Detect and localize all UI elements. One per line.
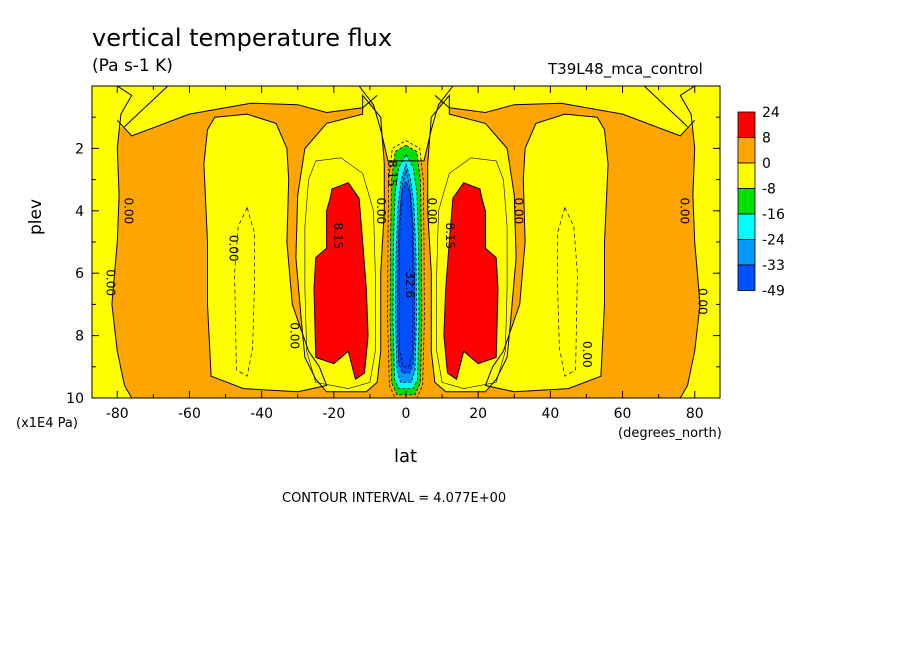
contour-mid-east — [436, 157, 508, 389]
x-tick-label: -60 — [178, 406, 201, 422]
y-tick-label: 2 — [75, 141, 84, 157]
x-axis-label: lat — [394, 446, 418, 467]
fill-neutral-west-0 — [92, 86, 132, 398]
y-tick-label: 6 — [75, 266, 84, 282]
colorbar-swatch — [737, 137, 756, 164]
fill-negative-core-3 — [397, 182, 415, 373]
y-tick-label: 8 — [75, 329, 84, 345]
contour-label: 0.00 — [580, 341, 594, 368]
y-tick-label: 10 — [66, 391, 84, 407]
contour-mid-west — [304, 157, 376, 389]
contour-min-east — [557, 206, 578, 377]
colorbar-swatch — [737, 162, 756, 189]
fill-neutral-west-3 — [203, 114, 327, 392]
contour-label: 8.15 — [443, 222, 457, 249]
contour-max-west — [313, 182, 369, 381]
colorbar-swatch — [737, 264, 756, 291]
colorbar-label: -49 — [762, 284, 785, 300]
contour-label: 8.15 — [331, 222, 345, 249]
colorbar-label: -33 — [762, 258, 785, 274]
contour-zero-top-west — [124, 85, 169, 127]
contour-fills — [92, 86, 720, 398]
x-tick-label: 40 — [541, 406, 559, 422]
x-tick-label: -80 — [106, 406, 129, 422]
colorbar: 24 8 0 -8 -16 -24 -33 -49 — [737, 105, 785, 300]
colorbar-label: 8 — [762, 131, 771, 147]
x-tick-label: 80 — [686, 406, 704, 422]
colorbar-swatch — [737, 111, 756, 138]
contour-negative-core-2 — [395, 162, 417, 383]
colorbar-label: -16 — [762, 207, 785, 223]
x-tick-label: 0 — [402, 406, 411, 422]
fill-neutral-west-2 — [92, 86, 378, 136]
contour-zero-west-2 — [295, 94, 385, 393]
fill-neutral-east-2 — [434, 86, 720, 136]
colorbar-label: 24 — [762, 105, 780, 121]
y-axis-units: (x1E4 Pa) — [16, 416, 78, 431]
contour-label: 0.00 — [425, 197, 439, 224]
contour-zero-east-1 — [484, 113, 609, 393]
contour-min-west — [234, 206, 255, 377]
contour-max-east — [443, 182, 499, 381]
colorbar-label: -24 — [762, 233, 785, 249]
colorbar-swatch — [737, 188, 756, 215]
x-tick-label: 60 — [614, 406, 632, 422]
contour-zero-tongue — [358, 85, 454, 162]
colorbar-label: 0 — [762, 156, 771, 172]
contour-label: 0.00 — [696, 288, 710, 315]
fill-neutral-east-3 — [485, 114, 609, 392]
contour-negative-extra-1 — [398, 170, 414, 368]
x-tick-label: -40 — [250, 406, 273, 422]
x-axis-ticks: -80 -60 -40 -20 0 20 40 60 80 — [106, 86, 704, 422]
contour-interval: CONTOUR INTERVAL = 4.077E+00 — [282, 491, 507, 506]
chart-title: vertical temperature flux — [92, 24, 393, 52]
fill-neutral-tongue — [359, 86, 453, 161]
x-tick-label: -20 — [322, 406, 345, 422]
contour-label: 0.00 — [122, 197, 136, 224]
contour-zero-top-east — [643, 85, 688, 127]
fill-max-west — [314, 182, 369, 380]
run-id: T39L48_mca_control — [548, 60, 703, 78]
chart-units: (Pa s-1 K) — [92, 56, 173, 76]
contour-zero-polar-west — [116, 95, 378, 137]
contour-label: 0.00 — [374, 197, 388, 224]
y-tick-label: 4 — [75, 204, 84, 220]
x-axis-units: (degrees_north) — [618, 426, 722, 441]
fill-neutral-east-0 — [680, 86, 720, 398]
colorbar-label: -8 — [762, 182, 776, 198]
y-axis-label: plev — [26, 198, 46, 235]
fill-max-east — [443, 182, 498, 380]
x-tick-label: 20 — [469, 406, 487, 422]
colorbar-swatch — [737, 239, 756, 266]
contour-label: 0.00 — [104, 269, 118, 296]
contour-negative-core-1 — [392, 153, 420, 389]
colorbar-swatch — [737, 213, 756, 240]
contour-zero-east-2 — [427, 94, 517, 393]
contour-label: 8.15 — [385, 160, 399, 187]
contour-lines — [91, 85, 721, 399]
contour-label: 0.00 — [511, 197, 525, 224]
contour-zero-west-1 — [203, 113, 328, 393]
contour-label: 0.00 — [226, 235, 240, 262]
contour-label: 0.00 — [677, 197, 691, 224]
contour-label: 0.00 — [288, 322, 302, 349]
y-axis-ticks: 2 4 6 8 10 — [66, 116, 720, 407]
contour-zero-polar-east — [434, 95, 696, 137]
contour-labels: 0.00 0.00 0.00 0.00 8.15 0.00 8.15 -32.6 0.00 8.1… — [104, 160, 710, 368]
contour-negative-core-3 — [396, 182, 416, 374]
contour-label: -32.6 — [403, 267, 417, 298]
